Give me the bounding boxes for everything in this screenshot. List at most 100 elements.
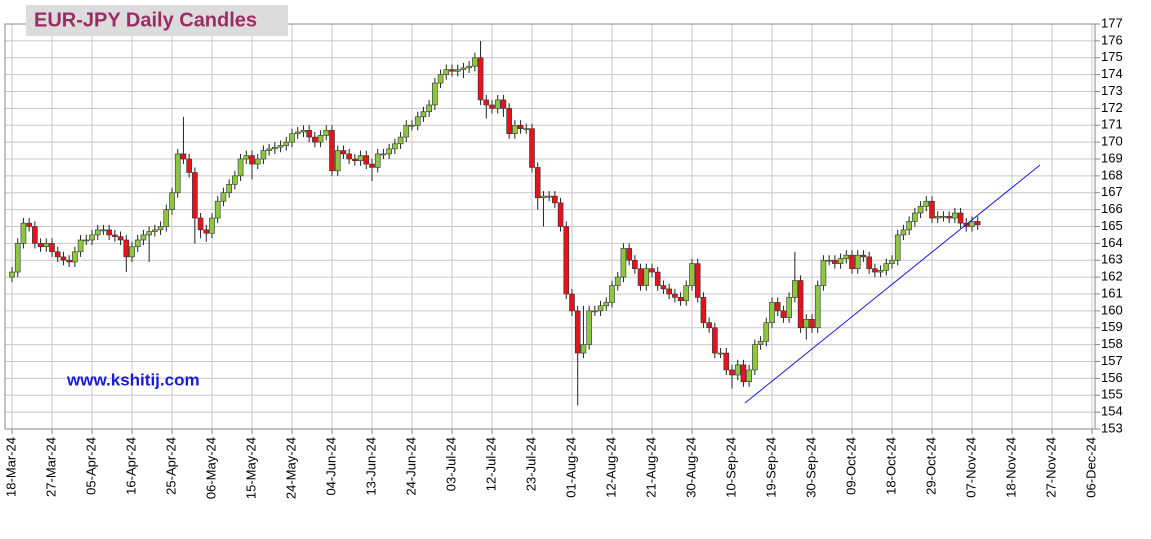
candle-body (232, 175, 238, 185)
y-tick-label: 171 (1101, 117, 1123, 132)
candle-body (352, 158, 358, 161)
candle-body (192, 172, 198, 219)
candle-body (832, 259, 838, 264)
x-tick-label: 18-Nov-24 (1003, 437, 1018, 498)
candle-body (969, 221, 975, 227)
candle-body (260, 150, 267, 160)
candle-body (866, 256, 872, 269)
y-tick-label: 153 (1101, 420, 1123, 435)
candle-body (426, 104, 432, 113)
candle-body (237, 158, 244, 177)
candle-body (637, 268, 644, 286)
candle-body (940, 216, 947, 218)
candle-body (89, 234, 95, 241)
candle-body (414, 116, 421, 126)
y-tick-label: 172 (1101, 100, 1123, 115)
candle-body (654, 271, 661, 286)
candle-body (117, 236, 124, 241)
candle-body (289, 133, 295, 143)
candle-body (660, 285, 667, 290)
candle-body (957, 212, 964, 224)
candle-body (757, 340, 764, 345)
candle-body (632, 259, 638, 269)
candle-body (180, 153, 187, 160)
x-tick-label: 10-Sep-24 (723, 437, 738, 498)
candle-body (534, 167, 541, 199)
candle-body (432, 82, 438, 106)
candle-body (477, 57, 484, 101)
x-tick-label: 18-Mar-24 (3, 437, 18, 497)
candle-body (209, 217, 215, 234)
chart-title: EUR-JPY Daily Candles (34, 9, 257, 31)
candle-body (569, 293, 575, 312)
candle-body (43, 243, 50, 248)
candle-body (809, 319, 815, 329)
y-tick-label: 160 (1101, 302, 1123, 317)
candle-body (169, 192, 175, 210)
candle-body (140, 234, 147, 241)
x-tick-label: 18-Oct-24 (883, 437, 898, 495)
y-tick-label: 162 (1101, 269, 1123, 284)
candle-body (872, 268, 878, 273)
candle-body (437, 74, 444, 84)
candle-body (517, 124, 524, 129)
y-tick-label: 159 (1101, 319, 1123, 334)
candle-body (666, 288, 672, 295)
candle-body (677, 297, 684, 302)
candle-body (814, 285, 821, 329)
y-tick-label: 170 (1101, 134, 1123, 149)
candle-body (100, 229, 107, 232)
y-tick-label: 173 (1101, 83, 1123, 98)
candle-body (843, 254, 850, 259)
candle-body (689, 263, 695, 286)
x-tick-label: 03-Jul-24 (443, 437, 458, 491)
candle-body (392, 143, 398, 150)
candle-body (506, 108, 512, 134)
x-tick-label: 06-May-24 (203, 437, 218, 499)
x-tick-label: 21-Aug-24 (643, 437, 658, 498)
candle-body (734, 364, 741, 376)
candle-body (20, 222, 27, 244)
x-tick-label: 13-Jun-24 (363, 437, 378, 496)
y-tick-label: 155 (1101, 387, 1123, 402)
candle-body (294, 131, 301, 134)
candle-body (174, 153, 181, 194)
y-tick-label: 168 (1101, 167, 1123, 182)
candle-body (66, 259, 72, 263)
candle-body (26, 222, 32, 227)
x-tick-label: 27-Nov-24 (1043, 437, 1058, 498)
candles (9, 40, 981, 406)
candle-body (649, 268, 655, 273)
x-tick-label: 12-Jul-24 (483, 437, 498, 491)
candle-body (340, 150, 347, 155)
x-tick-label: 06-Dec-24 (1083, 437, 1098, 498)
candle-body (849, 254, 855, 269)
candle-body (254, 158, 261, 165)
candle-body (409, 124, 415, 127)
candle-body (494, 99, 501, 109)
candle-body (797, 280, 804, 329)
candle-body (706, 322, 712, 329)
candle-body (597, 305, 604, 312)
candle-body (226, 184, 232, 194)
x-tick-label: 01-Aug-24 (563, 437, 578, 498)
candle-body (614, 276, 621, 286)
y-tick-label: 156 (1101, 370, 1123, 385)
candle-body (557, 202, 564, 227)
candle-body (203, 229, 210, 234)
candle-body (300, 130, 307, 133)
candle-body (466, 65, 472, 69)
title-box (26, 5, 288, 36)
candle-body (83, 239, 90, 242)
x-tick-label: 09-Oct-24 (843, 437, 858, 495)
candle-body (123, 239, 130, 258)
candle-body (763, 322, 770, 342)
candle-body (460, 67, 467, 70)
candle-body (792, 280, 798, 298)
candle-body (9, 271, 15, 278)
candle-body (700, 297, 707, 323)
candle-body (357, 155, 364, 161)
candle-body (420, 111, 427, 118)
candle-body (306, 130, 312, 138)
candle-body (786, 297, 792, 318)
